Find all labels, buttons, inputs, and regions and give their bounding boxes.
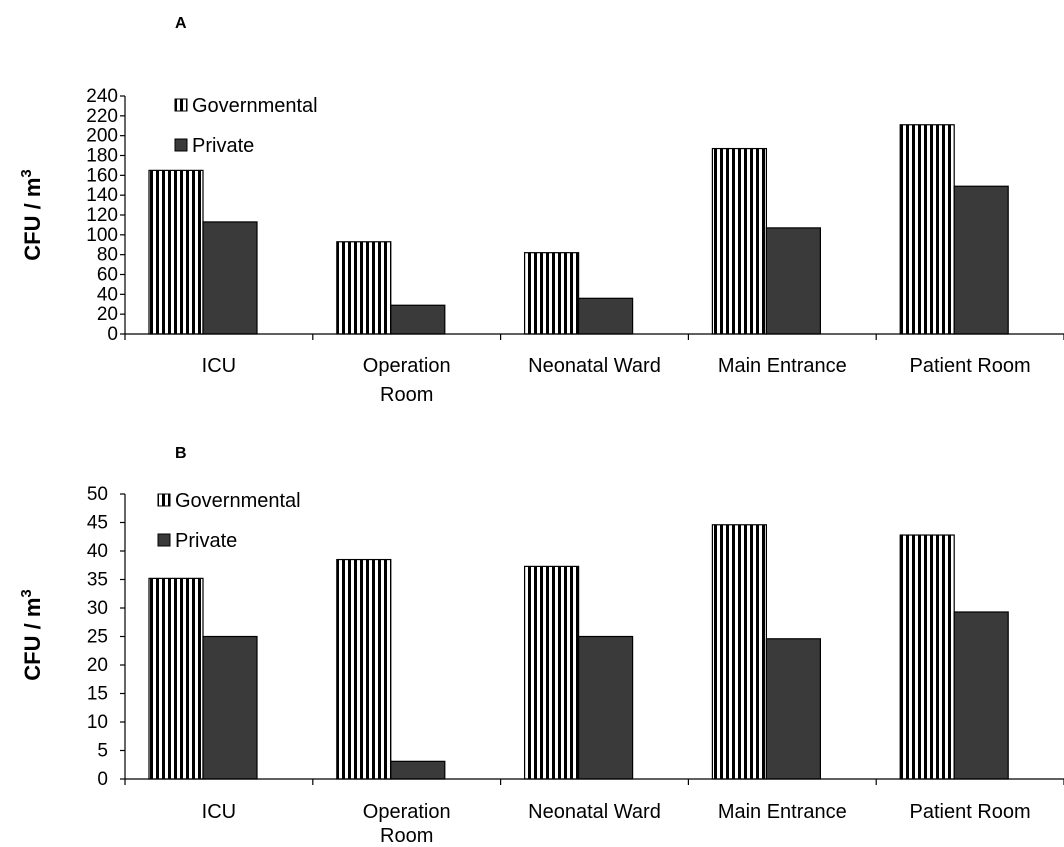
- bar-private-neonatal-ward: [577, 635, 634, 780]
- y-tick-label: 240: [86, 86, 118, 107]
- y-tick-label: 25: [87, 627, 108, 648]
- y-tick-label: 220: [86, 106, 118, 127]
- y-tick-label: 160: [86, 165, 118, 186]
- y-tick-label: 40: [97, 284, 118, 305]
- bar-governmental-main-entrance: [711, 147, 768, 335]
- y-tick-label: 100: [86, 225, 118, 246]
- bar-private-main-entrance: [765, 227, 822, 335]
- y-tick-label: 0: [107, 324, 118, 345]
- bar-private-icu: [202, 221, 258, 335]
- legend-label-governmental: Governmental: [175, 490, 301, 512]
- legend-label-private: Private: [175, 530, 237, 552]
- y-axis-title-superscript: 3: [18, 589, 35, 597]
- y-axis-title: CFU / m3: [18, 169, 45, 260]
- y-tick-label: 40: [87, 541, 108, 562]
- bar-private-patient-room: [953, 185, 1009, 335]
- legend-label-governmental: Governmental: [192, 95, 318, 117]
- bar-governmental-neonatal-ward: [523, 252, 580, 335]
- x-tick-label: ICU: [202, 355, 236, 377]
- legend-label-private: Private: [192, 135, 254, 157]
- bar-governmental-neonatal-ward: [523, 565, 580, 780]
- bar-governmental-patient-room: [899, 534, 955, 780]
- bar-private-operation-room: [390, 304, 446, 335]
- y-tick-label: 15: [87, 684, 108, 705]
- y-tick-label: 50: [87, 484, 108, 505]
- y-axis-title-superscript: 3: [18, 169, 35, 177]
- x-tick-label: Room: [380, 825, 433, 847]
- x-tick-label: Patient Room: [910, 801, 1031, 823]
- bar-private-main-entrance: [765, 638, 822, 780]
- y-tick-label: 140: [86, 185, 118, 206]
- legend-swatch-private: [174, 138, 188, 152]
- y-tick-label: 80: [97, 245, 118, 266]
- y-tick-label: 20: [97, 304, 118, 325]
- panel-letter: A: [175, 15, 187, 32]
- y-tick-label: 35: [87, 570, 108, 591]
- x-tick-label: Patient Room: [910, 355, 1031, 377]
- legend-swatch-governmental: [174, 98, 188, 112]
- y-tick-label: 0: [97, 769, 108, 790]
- x-tick-label: Main Entrance: [718, 801, 847, 823]
- y-axis-title: CFU / m3: [18, 589, 45, 680]
- x-tick-label: Main Entrance: [718, 355, 847, 377]
- bar-private-patient-room: [953, 611, 1009, 780]
- y-tick-label: 10: [87, 712, 108, 733]
- bar-governmental-main-entrance: [711, 524, 768, 780]
- x-tick-label: Neonatal Ward: [528, 355, 661, 377]
- panel-letter: B: [175, 445, 187, 462]
- bar-private-icu: [202, 635, 258, 780]
- bar-governmental-operation-room: [336, 241, 392, 335]
- y-tick-label: 120: [86, 205, 118, 226]
- bar-private-neonatal-ward: [577, 297, 634, 335]
- x-tick-label: Neonatal Ward: [528, 801, 661, 823]
- y-tick-label: 200: [86, 126, 118, 147]
- y-axis-title-text: CFU / m: [20, 598, 45, 681]
- y-tick-label: 5: [97, 741, 108, 762]
- x-tick-label: Operation: [363, 355, 451, 377]
- y-tick-label: 30: [87, 598, 108, 619]
- x-tick-label: Room: [380, 384, 433, 406]
- legend-swatch-private: [157, 533, 171, 547]
- bar-private-operation-room: [390, 760, 446, 780]
- x-tick-label: Operation: [363, 801, 451, 823]
- y-axis-title-text: CFU / m: [20, 178, 45, 261]
- legend-swatch-governmental: [157, 493, 171, 507]
- x-tick-label: ICU: [202, 801, 236, 823]
- y-tick-label: 45: [87, 513, 108, 534]
- bar-governmental-operation-room: [336, 558, 392, 780]
- bar-governmental-patient-room: [899, 124, 955, 335]
- y-tick-label: 20: [87, 655, 108, 676]
- bar-governmental-icu: [148, 169, 204, 335]
- y-tick-label: 180: [86, 146, 118, 167]
- bar-governmental-icu: [148, 577, 204, 780]
- y-tick-label: 60: [97, 265, 118, 286]
